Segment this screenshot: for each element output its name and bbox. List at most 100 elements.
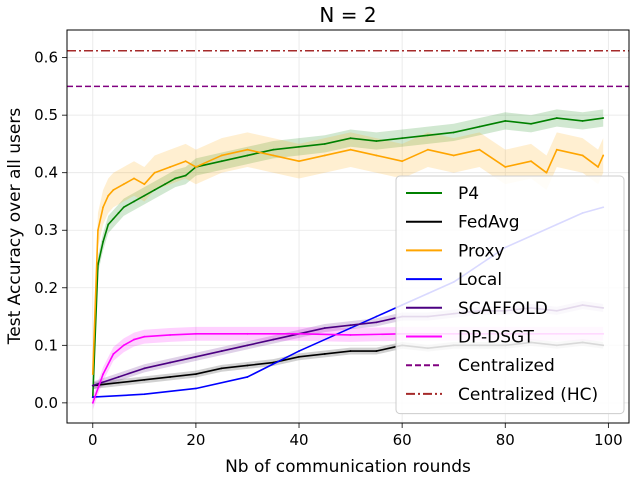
series-proxy-point [530, 160, 532, 163]
series-p4-point [478, 125, 481, 128]
series-scaffold-point [323, 327, 326, 329]
y-axis-label: Test Accuracy over all users [5, 108, 25, 346]
series-p4-point [174, 177, 177, 180]
y-tick-label: 0.4 [34, 164, 58, 182]
series-proxy-point [581, 154, 584, 157]
y-tick-label: 0.2 [34, 279, 58, 297]
series-proxy-point [133, 177, 135, 180]
series-p4-point [220, 160, 223, 163]
series-proxy-point [107, 194, 110, 197]
x-tick-label: 80 [496, 431, 515, 449]
legend-label-scaffold: SCAFFOLD [458, 299, 548, 319]
series-fedavg-point [375, 350, 378, 352]
series-proxy-point [597, 166, 599, 168]
series-proxy-point [272, 154, 275, 157]
x-axis-label: Nb of communication rounds [225, 457, 471, 477]
series-scaffold-point [349, 324, 352, 327]
series-p4-point [102, 240, 104, 243]
series-p4-point [452, 131, 455, 134]
series-proxy-point [220, 154, 223, 157]
series-local-point [349, 327, 352, 329]
series-p4-point [530, 122, 532, 125]
series-p4-point [133, 200, 135, 203]
series-local-point [375, 315, 378, 318]
series-fedavg-point [349, 350, 352, 352]
series-proxy-point [143, 183, 146, 186]
series-local-point [246, 376, 249, 378]
series-dp-dsgt-point [91, 401, 94, 404]
series-p4-point [504, 120, 507, 122]
series-p4-point [349, 137, 352, 140]
series-fedavg-point [117, 381, 120, 384]
x-tick-label: 20 [186, 431, 205, 449]
series-proxy-point [349, 148, 352, 151]
legend-label-centralized-hc: Centralized (HC) [458, 385, 598, 405]
x-tick-label: 40 [289, 431, 308, 449]
series-proxy-point [298, 160, 300, 163]
series-proxy-point [427, 148, 429, 151]
y-tick-label: 0.0 [34, 394, 58, 412]
series-proxy-point [97, 229, 99, 232]
legend-label-dp-dsgt: DP-DSGT [458, 328, 535, 348]
series-fedavg-point [220, 367, 223, 370]
series-scaffold-point [246, 344, 249, 347]
series-proxy-point [375, 154, 378, 157]
series-proxy-point [122, 183, 125, 186]
series-fedavg-point [194, 373, 197, 375]
series-proxy-point [323, 154, 326, 157]
series-p4-point [184, 174, 187, 177]
series-local-point [194, 387, 197, 390]
x-tick-label: 100 [594, 431, 623, 449]
series-proxy-point [194, 166, 197, 168]
series-p4-point [298, 145, 300, 148]
series-dp-dsgt-point [133, 338, 135, 341]
series-fedavg-point [323, 353, 326, 355]
series-proxy-point [401, 160, 404, 163]
series-scaffold-point [169, 361, 172, 364]
series-fedavg-point [169, 376, 172, 378]
series-dp-dsgt-point [143, 335, 146, 338]
legend-label-p4: P4 [458, 184, 479, 204]
series-p4-point [143, 194, 146, 197]
series-p4-point [427, 134, 429, 137]
series-p4-point [375, 140, 378, 142]
y-tick-label: 0.5 [34, 106, 58, 124]
x-tick-label: 0 [88, 431, 98, 449]
series-dp-dsgt-point [122, 344, 125, 347]
plot-frame [66, 29, 630, 424]
series-dp-dsgt-point [298, 332, 300, 335]
series-proxy-point [555, 148, 558, 151]
series-proxy-point [102, 206, 104, 209]
series-dp-dsgt-point [112, 353, 115, 355]
y-tick-label: 0.3 [34, 221, 58, 239]
x-tick-label: 60 [393, 431, 412, 449]
series-local-point [91, 396, 94, 399]
y-tick-label: 0.6 [34, 49, 58, 67]
series-scaffold-point [143, 367, 146, 370]
series-proxy-point [478, 148, 481, 151]
series-local-point [298, 350, 300, 352]
series-dp-dsgt-point [246, 332, 249, 335]
series-p4-point [164, 183, 166, 186]
series-p4-point [117, 212, 120, 214]
y-tick-label: 0.1 [34, 336, 58, 354]
series-proxy-point [504, 166, 507, 168]
series-scaffold-point [272, 338, 275, 341]
series-p4-point [401, 137, 404, 140]
series-proxy-point [602, 154, 605, 157]
series-proxy-point [184, 160, 187, 163]
series-p4-point [107, 223, 110, 226]
series-p4-point [112, 217, 115, 220]
series-proxy-point [246, 148, 249, 151]
series-fedavg-point [246, 364, 249, 367]
legend-frame [395, 175, 625, 415]
series-scaffold-point [117, 376, 120, 378]
series-p4-point [272, 148, 275, 151]
series-p4-point [122, 206, 125, 209]
series-dp-dsgt-point [169, 334, 172, 336]
series-dp-dsgt-point [102, 373, 104, 375]
series-fedavg-point [143, 378, 146, 381]
series-dp-dsgt-point [194, 332, 197, 335]
series-p4-point [602, 117, 605, 119]
